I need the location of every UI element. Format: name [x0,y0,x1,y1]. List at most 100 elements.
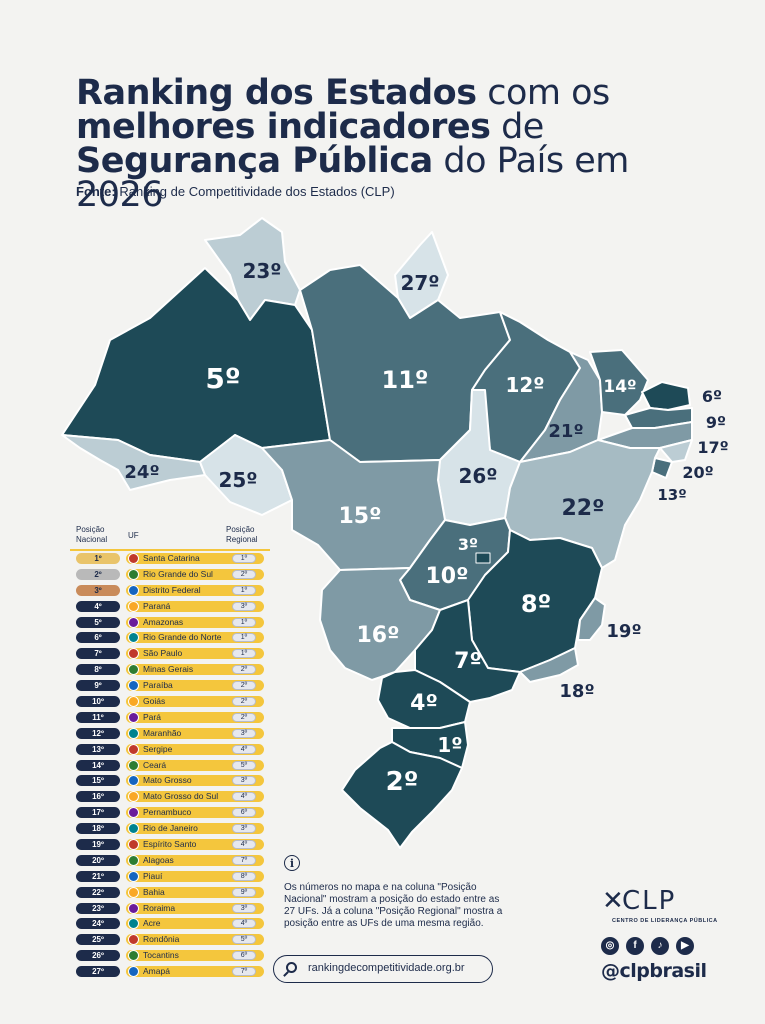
row-bar [126,664,264,676]
regional-position: 4º [232,792,256,802]
national-position: 19º [76,839,120,851]
national-position: 5º [76,616,120,628]
table-row: 25º Rondônia 5º [70,932,270,948]
state-flag-icon [128,934,139,946]
state-flag-icon [128,696,139,708]
row-bar [126,727,264,739]
label-am: 5º [205,362,240,395]
label-ro: 25º [218,468,257,492]
table-row: 16º Mato Grosso do Sul 4º [70,789,270,805]
state-flag-icon [128,759,139,771]
table-row: 4º Paraná 3º [70,599,270,615]
national-position: 25º [76,934,120,946]
row-bar [126,696,264,708]
row-bar [126,854,264,866]
table-row: 1º Santa Catarina 1º [70,551,270,567]
label-rr: 23º [242,259,281,283]
state-flag-icon [128,664,139,676]
table-row: 6º Rio Grande do Norte 1º [70,630,270,646]
state-flag-icon [128,632,139,644]
table-row: 27º Amapá 7º [70,964,270,980]
table-row: 12º Maranhão 3º [70,726,270,742]
national-position: 24º [76,918,120,930]
logo-subtitle: CENTRO DE LIDERANÇA PÚBLICA [612,918,718,924]
label-pi: 21º [548,421,583,442]
label-mt: 15º [338,504,381,529]
table-row: 10º Goiás 2º [70,694,270,710]
row-bar [126,759,264,771]
uf-name: Rio Grande do Sul [143,568,213,579]
state-flag-icon [128,711,139,723]
row-bar [126,632,264,644]
uf-name: Acre [143,918,161,929]
national-position: 10º [76,696,120,708]
label-sp: 7º [454,649,482,674]
label-se: 13º [657,486,686,504]
state-flag-icon [128,950,139,962]
label-ap: 27º [400,271,439,295]
uf-name: Rondônia [143,934,180,945]
row-bar [126,600,264,612]
uf-name: Goiás [143,696,166,707]
table-row: 8º Minas Gerais 2º [70,662,270,678]
regional-position: 5º [232,935,256,945]
national-position: 8º [76,664,120,676]
state-rr [204,217,301,321]
uf-name: Sergipe [143,743,173,754]
row-bar [126,553,264,564]
uf-name: Rio de Janeiro [143,823,198,834]
table-row: 14º Ceará 5º [70,758,270,774]
youtube-icon[interactable]: ▶ [676,937,694,955]
national-position: 6º [76,632,120,644]
instagram-icon[interactable]: ◎ [601,937,619,955]
row-bar [126,616,264,628]
state-ms [319,567,441,681]
row-bar [126,966,264,978]
regional-position: 9º [232,887,256,897]
uf-name: Rio Grande do Norte [143,632,222,643]
row-bar [126,823,264,835]
label-es: 19º [606,621,641,642]
uf-name: Amazonas [143,616,184,627]
national-position: 17º [76,807,120,819]
label-rn: 6º [702,387,722,406]
tiktok-icon[interactable]: ♪ [651,937,669,955]
source-line: Fonte: Ranking de Competitividade dos Es… [76,184,395,199]
col-national: Posição Nacional [76,525,108,544]
label-pe: 17º [697,438,728,457]
table-row: 13º Sergipe 4º [70,742,270,758]
national-position: 2º [76,568,120,580]
national-position: 20º [76,854,120,866]
table-row: 7º São Paulo 1º [70,646,270,662]
uf-name: Santa Catarina [143,553,200,563]
regional-position: 1º [232,554,256,563]
uf-name: Ceará [143,759,167,770]
national-position: 14º [76,759,120,771]
label-ma: 12º [505,373,544,397]
uf-name: Mato Grosso do Sul [143,791,219,802]
label-rj: 18º [559,681,594,702]
national-position: 22º [76,886,120,898]
regional-position: 7º [232,967,256,977]
table-row: 18º Rio de Janeiro 3º [70,821,270,837]
national-position: 21º [76,870,120,882]
row-bar [126,839,264,851]
regional-position: 3º [232,776,256,786]
table-row: 22º Bahia 9º [70,885,270,901]
website-link[interactable]: rankingdecompetitividade.org.br [273,955,493,983]
state-flag-icon [128,553,139,564]
table-row: 2º Rio Grande do Sul 2º [70,567,270,583]
facebook-icon[interactable]: f [626,937,644,955]
uf-name: Paraíba [143,680,173,691]
regional-position: 2º [232,665,256,675]
uf-name: Maranhão [143,727,182,738]
regional-position: 3º [232,824,256,834]
row-bar [126,743,264,755]
label-rs: 2º [386,767,419,797]
uf-name: Pernambuco [143,807,192,818]
table-header: Posição Nacional UF Posição Regional [70,525,270,551]
state-flag-icon [128,902,139,914]
explanation-note: Os números no mapa e na coluna "Posição … [284,882,503,929]
uf-name: Pará [143,711,161,722]
state-flag-icon [128,918,139,930]
